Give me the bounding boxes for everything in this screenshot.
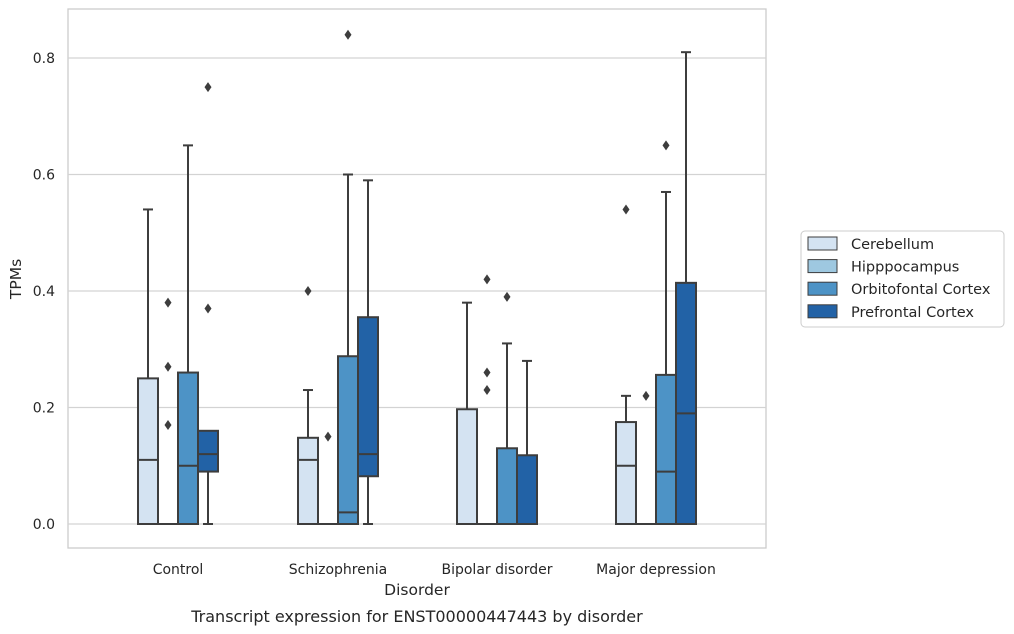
legend-frame bbox=[800, 230, 1005, 328]
outlier-point bbox=[344, 29, 352, 40]
box-0-3 bbox=[615, 204, 637, 525]
legend-label: Prefrontal Cortex bbox=[851, 305, 974, 321]
box-body bbox=[357, 316, 379, 478]
y-tick-label: 0.4 bbox=[33, 284, 55, 300]
y-tick-label: 0.6 bbox=[33, 168, 55, 184]
x-tick-labels: Control Schizophrenia Bipolar disorder Majo… bbox=[153, 562, 716, 578]
box-3-2 bbox=[516, 359, 538, 526]
box-body bbox=[177, 371, 199, 525]
y-tick-labels: 0.0 0.2 0.4 0.6 0.8 bbox=[33, 51, 55, 533]
box-body bbox=[297, 436, 319, 526]
outlier-point bbox=[164, 419, 172, 430]
x-tick-label: Schizophrenia bbox=[289, 562, 387, 578]
y-axis-label: TPMs bbox=[7, 259, 25, 300]
legend-label: Cerebellum bbox=[851, 237, 934, 253]
box-2-0 bbox=[177, 144, 199, 525]
outlier-point bbox=[642, 390, 650, 401]
box-1-2 bbox=[477, 274, 497, 525]
y-tick-label: 0.2 bbox=[33, 401, 55, 417]
box-3-1 bbox=[357, 179, 379, 525]
box-body bbox=[675, 281, 697, 525]
outlier-point bbox=[164, 297, 172, 308]
box-2-2 bbox=[496, 291, 518, 525]
outlier-point bbox=[164, 361, 172, 372]
box-0-1 bbox=[297, 286, 319, 526]
box-body bbox=[337, 355, 359, 525]
box-1-0 bbox=[158, 297, 178, 525]
box-1-3 bbox=[636, 390, 656, 525]
outlier-point bbox=[304, 286, 312, 296]
outlier-point bbox=[324, 431, 332, 442]
box-1-1 bbox=[318, 431, 338, 525]
legend-swatch bbox=[807, 236, 838, 251]
x-tick-label: Control bbox=[153, 562, 204, 578]
outlier-point bbox=[483, 274, 491, 285]
x-tick-label: Major depression bbox=[596, 562, 716, 578]
box-body bbox=[516, 454, 538, 526]
outlier-point bbox=[662, 140, 670, 151]
outlier-point bbox=[204, 82, 212, 93]
box-body bbox=[655, 373, 677, 525]
box-body bbox=[197, 429, 219, 473]
outlier-point bbox=[622, 204, 630, 215]
y-tick-label: 0.0 bbox=[33, 517, 55, 533]
x-tick-label: Bipolar disorder bbox=[441, 562, 552, 578]
box-3-0 bbox=[197, 82, 219, 525]
legend-swatch bbox=[807, 259, 838, 274]
outlier-point bbox=[204, 303, 212, 314]
legend: Cerebellum Hipppocampus Orbitofontal Corte… bbox=[800, 230, 1005, 328]
box-body bbox=[137, 377, 159, 525]
box-0-0 bbox=[137, 208, 159, 525]
box-body bbox=[615, 421, 637, 525]
legend-label: Orbitofontal Cortex bbox=[851, 282, 991, 298]
legend-swatch bbox=[807, 304, 838, 319]
box-body bbox=[496, 447, 518, 525]
box-body bbox=[456, 408, 478, 525]
outlier-point bbox=[483, 385, 491, 396]
box-0-2 bbox=[456, 301, 478, 525]
y-tick-label: 0.8 bbox=[33, 51, 55, 67]
outlier-point bbox=[503, 291, 511, 302]
box-groups bbox=[137, 29, 697, 526]
chart-caption: Transcript expression for ENST0000044744… bbox=[190, 607, 643, 626]
outlier-point bbox=[483, 367, 491, 378]
box-2-1 bbox=[337, 29, 359, 525]
legend-swatch bbox=[807, 281, 838, 296]
x-axis-label: Disorder bbox=[384, 581, 450, 599]
box-3-3 bbox=[675, 51, 697, 525]
legend-label: Hipppocampus bbox=[851, 260, 959, 276]
